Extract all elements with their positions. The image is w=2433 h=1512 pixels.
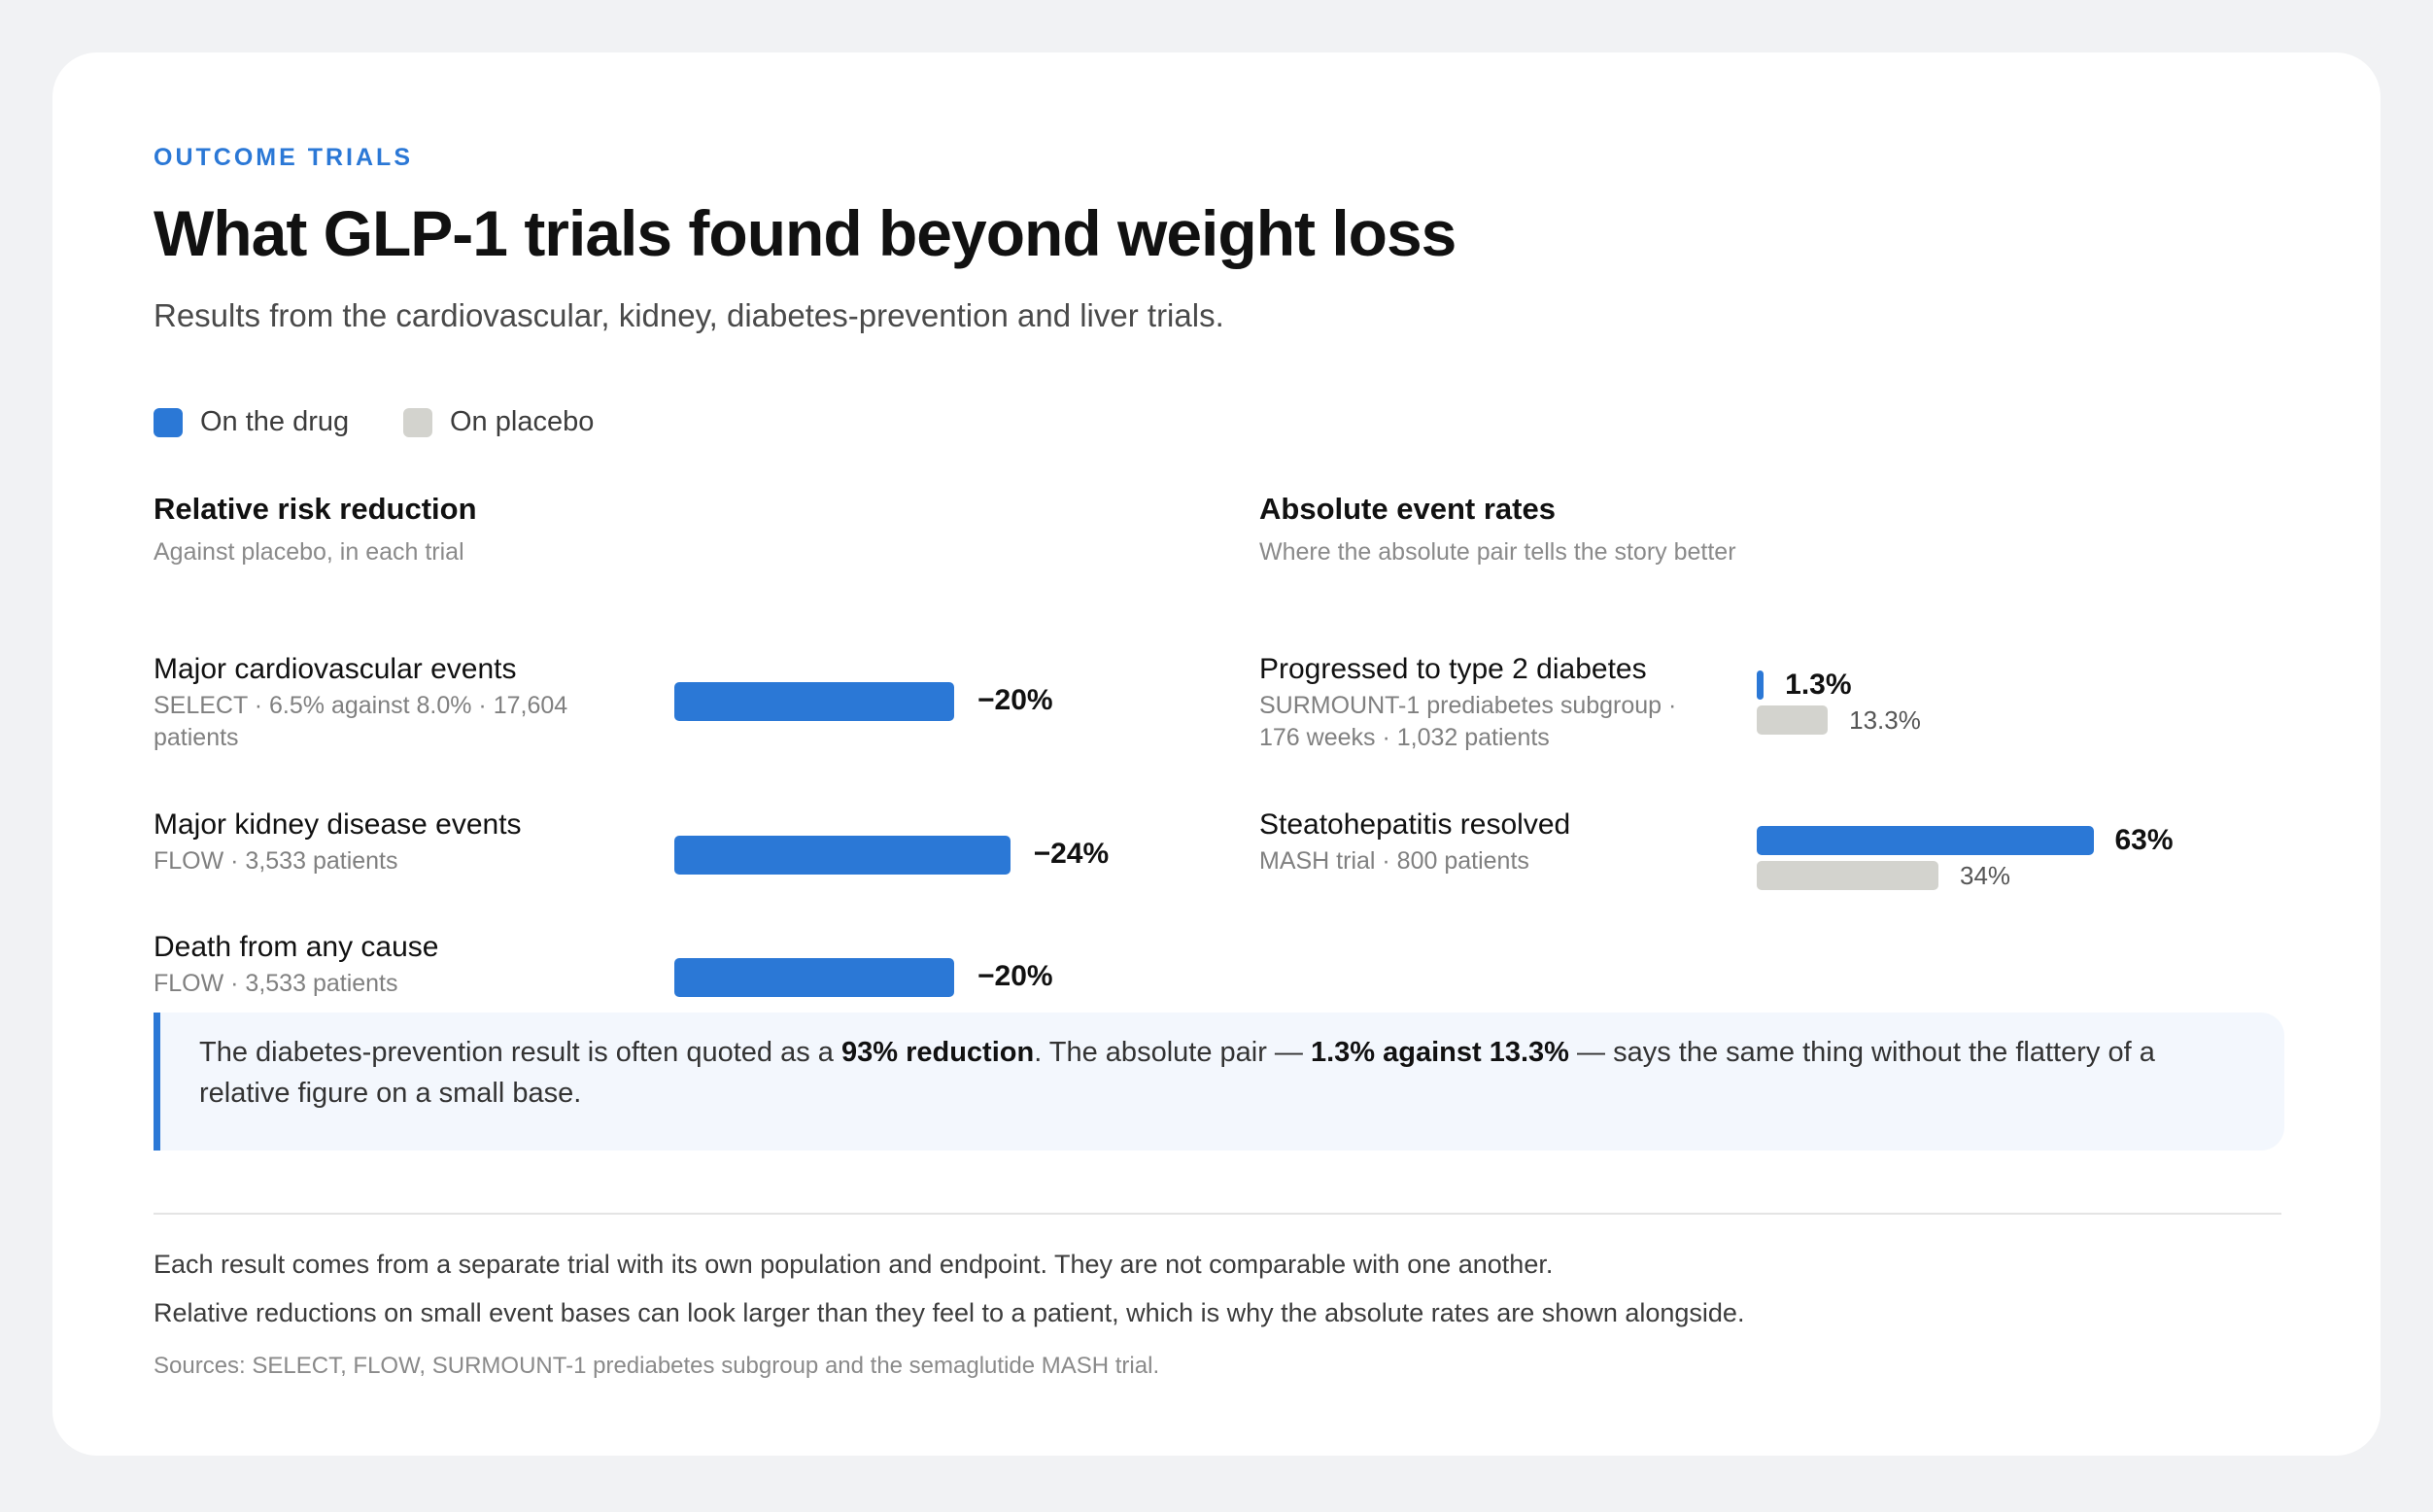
relative-row-meta: SELECT · 6.5% against 8.0% · 17,604 pati… bbox=[154, 692, 568, 751]
absolute-value-placebo: 13.3% bbox=[1849, 705, 1921, 735]
absolute-bar-placebo bbox=[1757, 861, 1938, 890]
callout-text: The diabetes-prevention result is often … bbox=[199, 1032, 2240, 1114]
absolute-value-drug: 1.3% bbox=[1785, 669, 1852, 701]
callout-box: The diabetes-prevention result is often … bbox=[154, 1013, 2284, 1151]
legend-swatch-drug bbox=[154, 407, 183, 437]
chart-subtitle: Results from the cardiovascular, kidney,… bbox=[154, 297, 1224, 333]
eyebrow-label: OUTCOME TRIALS bbox=[154, 144, 413, 171]
absolute-row-label: Progressed to type 2 diabetes bbox=[1259, 653, 1647, 685]
absolute-value-placebo: 34% bbox=[1960, 861, 2011, 890]
relative-row-meta: FLOW · 3,533 patients bbox=[154, 847, 398, 875]
chart-card: OUTCOME TRIALS What GLP-1 trials found b… bbox=[52, 52, 2381, 1456]
relative-value-label: −20% bbox=[977, 960, 1053, 992]
relative-row-label: Major cardiovascular events bbox=[154, 653, 517, 685]
absolute-value-drug: 63% bbox=[2114, 824, 2174, 856]
chart-title: What GLP-1 trials found beyond weight lo… bbox=[154, 197, 1456, 269]
footer-note-2: Relative reductions on small event bases… bbox=[154, 1298, 1745, 1327]
absolute-bar-drug bbox=[1757, 826, 2094, 855]
footer-note-1: Each result comes from a separate trial … bbox=[154, 1250, 1554, 1279]
absolute-row-meta: MASH trial · 800 patients bbox=[1259, 847, 1529, 875]
relative-row-label: Major kidney disease events bbox=[154, 808, 522, 841]
relative-value-label: −24% bbox=[1033, 838, 1110, 870]
legend-label-drug: On the drug bbox=[200, 406, 350, 437]
callout-bold2: 1.3% against 13.3% bbox=[1310, 1037, 1569, 1068]
relative-bar bbox=[674, 958, 954, 997]
sources-note: Sources: SELECT, FLOW, SURMOUNT-1 predia… bbox=[154, 1353, 1160, 1379]
callout-part3: — says the same thing without the flatte… bbox=[199, 1037, 2155, 1109]
absolute-panel-subtitle: Where the absolute pair tells the story … bbox=[1259, 538, 1736, 566]
divider bbox=[154, 1213, 2281, 1215]
legend-item-placebo: On placebo bbox=[403, 406, 594, 438]
relative-value-label: −20% bbox=[977, 684, 1053, 716]
relative-bar bbox=[674, 836, 1011, 875]
absolute-row-label: Steatohepatitis resolved bbox=[1259, 808, 1571, 841]
callout-part1: The diabetes-prevention result is often … bbox=[199, 1037, 841, 1068]
absolute-panel-title: Absolute event rates bbox=[1259, 492, 1556, 526]
relative-row-label: Death from any cause bbox=[154, 931, 439, 963]
relative-panel-title: Relative risk reduction bbox=[154, 492, 477, 526]
callout-part2: . The absolute pair — bbox=[1034, 1037, 1311, 1068]
absolute-row-meta: SURMOUNT-1 prediabetes subgroup · 176 we… bbox=[1259, 692, 1677, 751]
absolute-bar-placebo bbox=[1757, 705, 1829, 735]
relative-panel-subtitle: Against placebo, in each trial bbox=[154, 538, 464, 566]
relative-row-meta: FLOW · 3,533 patients bbox=[154, 970, 398, 997]
callout-bold1: 93% reduction bbox=[840, 1037, 1035, 1068]
absolute-bar-drug bbox=[1757, 670, 1765, 700]
relative-bar bbox=[674, 682, 954, 721]
legend-item-drug: On the drug bbox=[154, 406, 349, 438]
legend-label-placebo: On placebo bbox=[450, 406, 595, 437]
legend-swatch-placebo bbox=[403, 407, 432, 437]
